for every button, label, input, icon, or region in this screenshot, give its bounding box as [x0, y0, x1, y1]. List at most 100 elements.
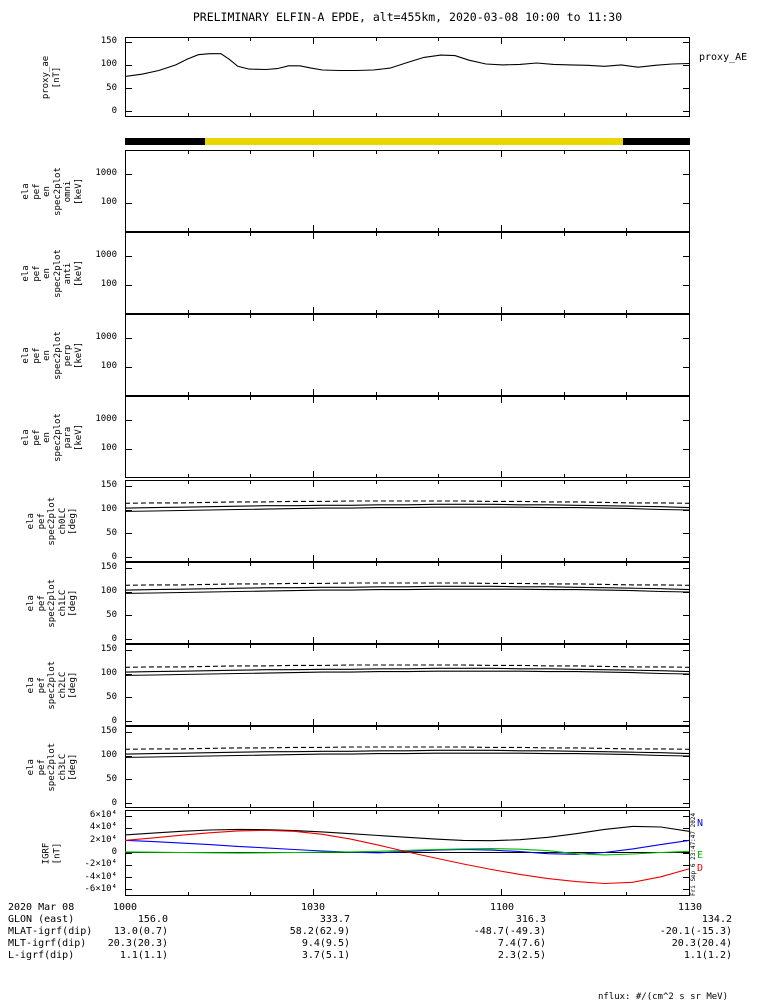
panel-spec_perp — [125, 314, 690, 396]
panel-ch0 — [124, 480, 690, 562]
side-timestamp: Fri Sep 6 23:47:47 2024 — [690, 812, 697, 896]
series-dashed — [124, 582, 690, 586]
xtick-label: 1030 — [300, 902, 326, 913]
ytick-label: 50 — [106, 610, 117, 621]
series-lower-solid — [124, 752, 690, 758]
panel-ch3 — [124, 726, 690, 808]
ytick-label: -6×10⁴ — [84, 883, 117, 894]
panel-spec_anti — [125, 232, 690, 314]
ytick-label: 100 — [100, 503, 117, 514]
sunlight-bar — [125, 138, 690, 145]
panel-spec_omni — [125, 150, 690, 232]
series-upper-solid — [124, 667, 690, 673]
panel-spec_para — [125, 396, 690, 478]
mlt-value: 20.3(20.3) — [107, 938, 168, 949]
ytick-label: 1000 — [95, 332, 117, 343]
series-dashed — [124, 500, 690, 504]
ytick-label: 4×10⁴ — [89, 822, 117, 833]
glon-label: GLON (east) — [8, 914, 75, 925]
series-dashed — [124, 664, 690, 668]
panel-ch1 — [124, 562, 690, 644]
ytick-label: 0 — [111, 716, 117, 727]
ylabel-ch1: ela pef spec2plot ch1LC [deg] — [25, 578, 78, 628]
footer: nflux: #/(cm^2 s sr MeV) Created: Sat Se… — [549, 970, 728, 1000]
legend-D: D — [697, 862, 704, 874]
glon-value: 333.7 — [319, 914, 350, 925]
lshell-row: L-igrf(dip) 1.1(1.1) 3.7(5.1) 2.3(2.5) 1… — [0, 950, 775, 962]
series-upper-solid — [124, 749, 690, 755]
lshell-value: 1.1(1.1) — [119, 950, 168, 961]
ytick-label: 100 — [100, 279, 117, 290]
series-B — [124, 825, 690, 842]
ytick-label: 0 — [111, 847, 117, 857]
series-D — [124, 829, 690, 885]
ytick-label: 150 — [100, 643, 117, 654]
mlt-value: 20.3(20.4) — [671, 938, 732, 949]
mlt-row: MLT-igrf(dip) 20.3(20.3) 9.4(9.5) 7.4(7.… — [0, 938, 775, 950]
mlt-value: 7.4(7.6) — [497, 938, 546, 949]
series-lower-solid — [124, 588, 690, 594]
mlat-value: 13.0(0.7) — [113, 926, 168, 937]
legend-E: E — [697, 850, 704, 861]
ytick-label: -2×10⁴ — [84, 859, 117, 870]
ytick-label: 150 — [100, 35, 117, 46]
panel-frame — [125, 810, 690, 896]
mlat-value: 58.2(62.9) — [289, 926, 350, 937]
ytick-label: 1000 — [95, 414, 117, 425]
ytick-label: 100 — [100, 361, 117, 372]
panel-proxy — [124, 37, 690, 117]
sunbar-segment — [205, 138, 624, 145]
series-lower-solid — [124, 506, 690, 512]
series-dashed — [124, 746, 690, 750]
legend-N: N — [697, 818, 704, 830]
ytick-label: 100 — [100, 59, 117, 70]
ylabel-igrf: IGRF [nT] — [41, 842, 63, 864]
series-E — [124, 848, 690, 856]
xtick-label: 1100 — [489, 902, 515, 913]
panel-frame — [125, 644, 690, 726]
ytick-label: 100 — [100, 667, 117, 678]
panel-frame — [125, 232, 690, 314]
ytick-label: 50 — [106, 82, 117, 93]
ylabel-ch3: ela pef spec2plot ch3LC [deg] — [25, 742, 78, 792]
plot-title: PRELIMINARY ELFIN-A EPDE, alt=455km, 202… — [192, 10, 623, 24]
ytick-label: 0 — [111, 106, 117, 117]
ylabel-spec_anti: ela pef en spec2plot anti [keV] — [20, 248, 84, 298]
sunbar-segment — [125, 138, 206, 145]
ytick-label: 1000 — [95, 168, 117, 179]
lshell-value: 3.7(5.1) — [301, 950, 350, 961]
glon-value: 156.0 — [137, 914, 168, 925]
ylabel-spec_para: ela pef en spec2plot para [keV] — [20, 412, 84, 462]
date-label: 2020 Mar 08 — [8, 902, 75, 913]
ytick-label: 100 — [100, 197, 117, 208]
ytick-label: 6×10⁴ — [89, 810, 117, 821]
panel-frame — [125, 562, 690, 644]
series-upper-solid — [124, 503, 690, 509]
ylabel-spec_perp: ela pef en spec2plot perp [keV] — [20, 330, 84, 380]
ytick-label: 150 — [100, 479, 117, 490]
time-axis-row: 2020 Mar 08 1000 1030 1100 1130 — [0, 902, 775, 914]
ylabel-ch2: ela pef spec2plot ch2LC [deg] — [25, 660, 78, 710]
panel-frame — [125, 396, 690, 478]
mlat-value: -20.1(-15.3) — [659, 926, 732, 937]
glon-value: 316.3 — [515, 914, 546, 925]
panel-frame — [125, 314, 690, 396]
ytick-label: 50 — [106, 528, 117, 539]
sunbar-segment — [623, 138, 690, 145]
proxy-ae-right-label: proxy_AE — [699, 52, 748, 63]
ytick-label: 0 — [111, 634, 117, 645]
mlat-row: MLAT-igrf(dip) 13.0(0.7) 58.2(62.9) -48.… — [0, 926, 775, 938]
ytick-label: 0 — [111, 798, 117, 809]
nflux-units: nflux: #/(cm^2 s sr MeV) — [597, 992, 728, 1000]
ytick-label: 100 — [100, 443, 117, 454]
ytick-label: 100 — [100, 585, 117, 596]
lshell-label: L-igrf(dip) — [8, 950, 75, 961]
series-proxy_AE — [124, 53, 690, 78]
ytick-label: 150 — [100, 561, 117, 572]
ylabel-spec_omni: ela pef en spec2plot omni [keV] — [20, 166, 84, 216]
ytick-label: 1000 — [95, 250, 117, 261]
ytick-label: 50 — [106, 774, 117, 785]
lshell-value: 1.1(1.2) — [683, 950, 732, 961]
mlat-value: -48.7(-49.3) — [473, 926, 546, 937]
